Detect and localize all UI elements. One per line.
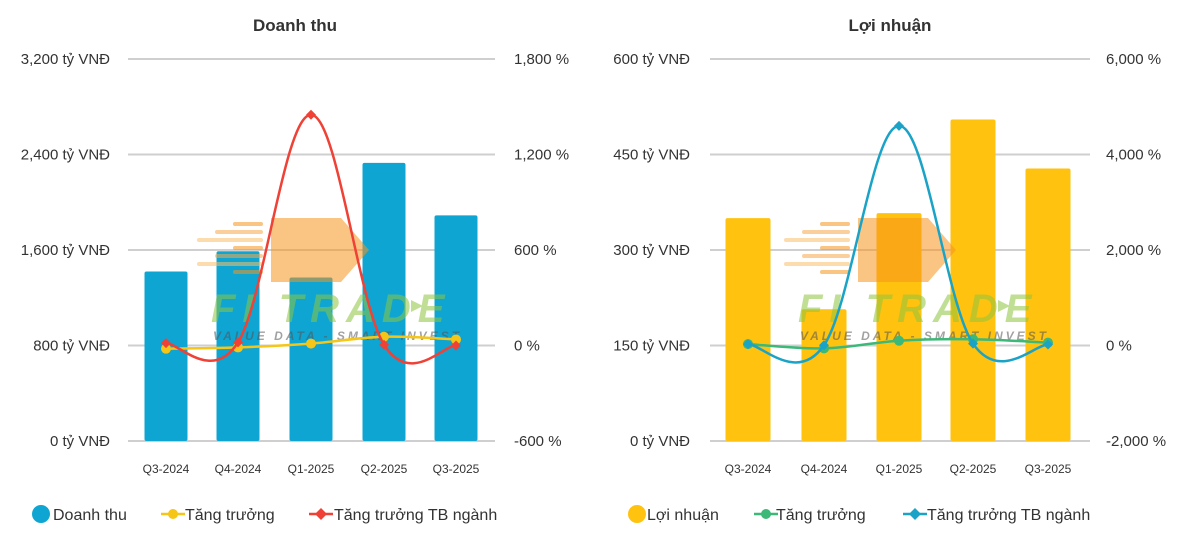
- category-label: Q3-2024: [143, 462, 190, 476]
- legend-marker-circle: [32, 505, 50, 523]
- watermark-stripe: [197, 238, 263, 242]
- legend-label: Tăng trưởng TB ngành: [334, 507, 497, 524]
- watermark-stripe: [233, 270, 263, 274]
- chart-title: Doanh thu: [253, 16, 337, 35]
- point-marker-diamond: [233, 337, 243, 348]
- legend-marker-circle: [628, 505, 646, 523]
- bar: [801, 309, 847, 441]
- bar: [950, 119, 996, 441]
- watermark-brand: FI TRADE: [798, 287, 1038, 331]
- watermark-stripe: [233, 246, 263, 250]
- left-axis-tick-label: 450 tỷ VNĐ: [613, 147, 690, 164]
- category-label: Q4-2024: [801, 462, 848, 476]
- right-axis-tick-label: -600 %: [514, 433, 562, 450]
- left-axis-tick-label: 0 tỷ VNĐ: [630, 433, 690, 450]
- watermark-stripe: [802, 230, 850, 234]
- right-axis-tick-label: 0 %: [514, 338, 540, 355]
- right-axis-tick-label: 0 %: [1106, 338, 1132, 355]
- watermark-brand: FI TRADE: [211, 287, 451, 331]
- category-label: Q2-2025: [361, 462, 408, 476]
- point-marker-diamond: [894, 120, 904, 131]
- point-marker-diamond: [743, 339, 753, 350]
- revenue-chart: Doanh thu 0 tỷ VNĐ 800 tỷ VNĐ 1,600 tỷ VNĐ 2…: [21, 16, 569, 524]
- legend-label: Doanh thu: [53, 507, 127, 524]
- category-label: Q1-2025: [288, 462, 335, 476]
- legend-marker-diamond: [315, 508, 327, 520]
- bar: [1025, 168, 1071, 442]
- category-label: Q1-2025: [876, 462, 923, 476]
- legend-label: Tăng trưởng: [185, 507, 275, 524]
- right-axis-tick-label: 600 %: [514, 242, 557, 259]
- left-axis-tick-label: 800 tỷ VNĐ: [33, 338, 110, 355]
- watermark-stripe: [820, 270, 850, 274]
- legend-marker-dot: [761, 509, 771, 519]
- legend-label: Tăng trưởng TB ngành: [927, 507, 1090, 524]
- category-label: Q3-2024: [725, 462, 772, 476]
- bar: [144, 271, 188, 441]
- legend-item: Tăng trưởng: [754, 507, 866, 524]
- legend-item: Lợi nhuận: [628, 505, 719, 524]
- watermark-arrow: [411, 300, 423, 312]
- bar: [725, 218, 771, 441]
- legend-item: Doanh thu: [32, 505, 127, 524]
- right-axis-tick-label: 4,000 %: [1106, 147, 1161, 164]
- legend-item: Tăng trưởng TB ngành: [903, 507, 1090, 524]
- right-axis-tick-label: 6,000 %: [1106, 51, 1161, 68]
- legend-label: Tăng trưởng: [776, 507, 866, 524]
- watermark-stripe: [820, 222, 850, 226]
- point-marker-diamond: [306, 109, 316, 120]
- right-axis-tick-label: 1,200 %: [514, 147, 569, 164]
- legend-marker-dot: [168, 509, 178, 519]
- point-marker-circle: [894, 335, 904, 346]
- legend-item: Tăng trưởng TB ngành: [309, 507, 497, 524]
- point-marker-circle: [451, 334, 461, 345]
- category-label: Q3-2025: [1025, 462, 1072, 476]
- point-marker-diamond: [379, 339, 389, 350]
- category-label: Q3-2025: [433, 462, 480, 476]
- left-axis-tick-label: 150 tỷ VNĐ: [613, 338, 690, 355]
- point-marker-circle: [306, 338, 316, 349]
- left-axis-tick-label: 0 tỷ VNĐ: [50, 433, 110, 450]
- left-axis-tick-label: 300 tỷ VNĐ: [613, 242, 690, 259]
- bar: [362, 162, 406, 441]
- left-axis-tick-label: 3,200 tỷ VNĐ: [21, 51, 110, 68]
- left-axis-tick-label: 2,400 tỷ VNĐ: [21, 147, 110, 164]
- left-axis-tick-label: 600 tỷ VNĐ: [613, 51, 690, 68]
- watermark-stripe: [784, 238, 850, 242]
- watermark-stripe: [233, 222, 263, 226]
- category-label: Q2-2025: [950, 462, 997, 476]
- watermark-stripe: [784, 262, 850, 266]
- watermark-chevron: [858, 218, 956, 282]
- right-axis-tick-label: -2,000 %: [1106, 433, 1166, 450]
- bar: [289, 277, 333, 441]
- watermark-stripe: [820, 246, 850, 250]
- chart-title: Lợi nhuận: [849, 16, 932, 35]
- watermark-chevron: [271, 218, 369, 282]
- point-marker-diamond: [161, 338, 171, 349]
- watermark-stripe: [802, 254, 850, 258]
- legend-label: Lợi nhuận: [647, 507, 719, 524]
- category-label: Q4-2024: [215, 462, 262, 476]
- legend-marker-diamond: [909, 508, 921, 520]
- watermark-stripe: [197, 262, 263, 266]
- watermark-arrow: [998, 300, 1010, 312]
- legend-item: Tăng trưởng: [161, 507, 275, 524]
- profit-chart: Lợi nhuận 0 tỷ VNĐ 150 tỷ VNĐ 300 tỷ VNĐ 450…: [613, 16, 1166, 524]
- bar: [434, 215, 478, 441]
- point-marker-diamond: [968, 338, 978, 349]
- point-marker-diamond: [819, 340, 829, 351]
- point-marker-circle: [161, 343, 171, 354]
- right-axis-tick-label: 1,800 %: [514, 51, 569, 68]
- watermark-tagline: VALUE DATA - SMART INVEST: [213, 329, 462, 343]
- point-marker-diamond: [1043, 339, 1053, 350]
- point-marker-diamond: [451, 340, 461, 351]
- watermark-stripe: [215, 254, 263, 258]
- right-axis-tick-label: 2,000 %: [1106, 242, 1161, 259]
- left-axis-tick-label: 1,600 tỷ VNĐ: [21, 242, 110, 259]
- watermark-stripe: [215, 230, 263, 234]
